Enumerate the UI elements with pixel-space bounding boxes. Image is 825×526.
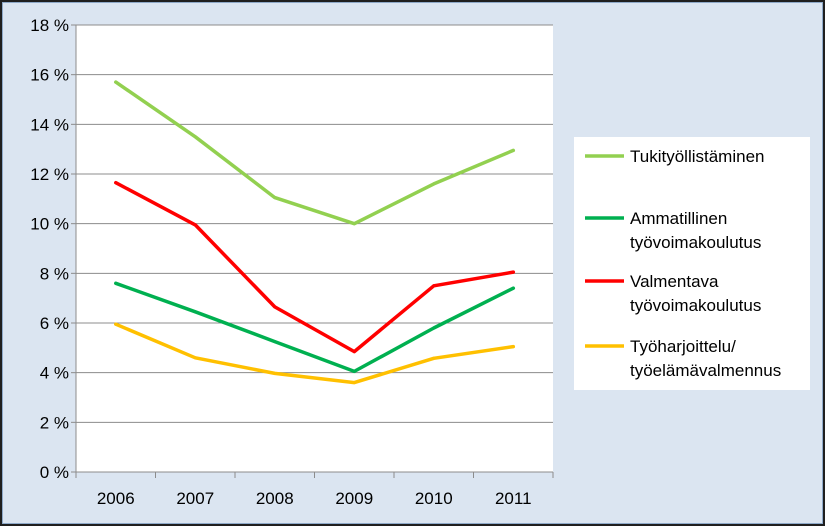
data-point — [193, 356, 197, 360]
x-tick-label: 2011 — [495, 489, 532, 508]
y-tick-label: 6 % — [40, 314, 69, 333]
y-tick-label: 4 % — [40, 364, 69, 383]
legend-label: Tukityöllistäminen — [630, 147, 764, 166]
series-line-2 — [114, 281, 516, 374]
series-line-3 — [114, 180, 516, 354]
y-tick-label: 16 % — [30, 66, 69, 85]
data-point — [352, 222, 356, 226]
series-line-1 — [114, 80, 516, 226]
data-point — [114, 322, 118, 326]
x-tick-label: 2007 — [176, 489, 214, 508]
y-tick-label: 14 % — [30, 115, 69, 134]
data-point — [352, 350, 356, 354]
legend-label: työelämävalmennus — [630, 361, 781, 380]
y-tick-label: 8 % — [40, 264, 69, 283]
x-tick-label: 2009 — [335, 489, 373, 508]
y-tick-label: 0 % — [40, 463, 69, 482]
data-point — [193, 223, 197, 227]
x-tick-label: 2008 — [256, 489, 294, 508]
data-point — [432, 284, 436, 288]
data-point — [273, 196, 277, 200]
data-point — [511, 345, 515, 349]
data-point — [511, 270, 515, 274]
data-point — [114, 281, 118, 285]
legend-label: Valmentava — [630, 272, 719, 291]
data-point — [511, 286, 515, 290]
data-point — [511, 148, 515, 152]
legend-label: työvoimakoulutus — [630, 233, 761, 252]
data-point — [193, 310, 197, 314]
x-tick-label: 2010 — [415, 489, 453, 508]
data-point — [352, 381, 356, 385]
data-point — [432, 356, 436, 360]
x-axis-tick-labels: 2006 2007 2008 2009 2010 2011 — [97, 489, 532, 508]
data-point — [114, 181, 118, 185]
series-line-4 — [114, 322, 516, 385]
data-point — [273, 305, 277, 309]
gridlines — [71, 24, 554, 478]
y-tick-label: 12 % — [30, 165, 69, 184]
data-point — [193, 135, 197, 139]
y-tick-label: 18 % — [30, 16, 69, 35]
x-tick-label: 2006 — [97, 489, 135, 508]
plot-area — [76, 25, 553, 472]
series-lines — [114, 80, 516, 385]
data-point — [352, 369, 356, 373]
data-point — [273, 340, 277, 344]
legend-label: Ammatillinen — [630, 209, 727, 228]
legend: Tukityöllistäminen Ammatillinen työvoimako… — [574, 137, 810, 390]
data-point — [114, 80, 118, 84]
data-point — [273, 371, 277, 375]
y-tick-label: 10 % — [30, 215, 69, 234]
legend-label: Työharjoittelu/ — [630, 337, 736, 356]
data-point — [432, 182, 436, 186]
data-point — [432, 326, 436, 330]
legend-label: työvoimakoulutus — [630, 296, 761, 315]
legend-box — [574, 137, 810, 390]
y-tick-label: 2 % — [40, 413, 69, 432]
y-axis-tick-labels: 0 % 2 % 4 % 6 % 8 % 10 % 12 % 14 % 16 % 18 % — [30, 16, 69, 482]
